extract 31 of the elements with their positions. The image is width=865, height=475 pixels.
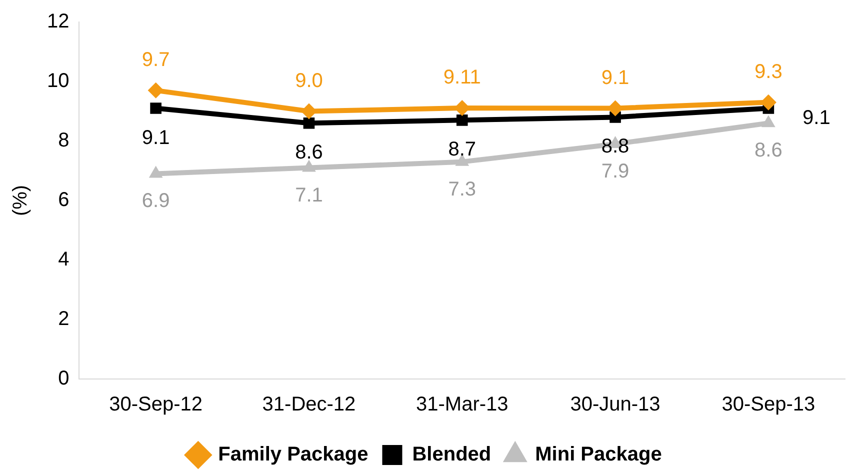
data-label: 7.1 (295, 184, 323, 206)
y-tick-label: 12 (46, 10, 70, 33)
data-label: 8.7 (448, 138, 476, 161)
data-label: 9.1 (142, 126, 170, 149)
data-label: 9.3 (754, 60, 782, 83)
legend-label: Blended (412, 444, 492, 466)
legend-label: Family Package (218, 444, 368, 466)
data-label: 9.1 (601, 66, 630, 89)
data-label: 9.11 (443, 66, 481, 88)
y-tick-label: 4 (58, 248, 70, 271)
data-label: 6.9 (142, 190, 170, 212)
y-tick-label: 2 (58, 308, 70, 330)
x-tick-label: 30-Sep-13 (722, 394, 816, 416)
y-tick-label: 6 (58, 189, 70, 212)
y-tick-label: 10 (46, 70, 70, 92)
x-tick-label: 31-Dec-12 (262, 394, 356, 416)
y-tick-label: 8 (58, 130, 70, 152)
data-label: 8.6 (295, 142, 323, 164)
data-label: 8.8 (601, 136, 630, 158)
data-label: 7.3 (448, 178, 476, 200)
data-label: 9.0 (295, 70, 323, 92)
data-label: 9.1 (802, 106, 830, 129)
x-tick-label: 30-Jun-13 (570, 394, 660, 416)
y-tick-label: 0 (58, 368, 70, 390)
x-tick-label: 31-Mar-13 (416, 394, 508, 416)
data-label: 7.9 (601, 160, 630, 182)
data-label: 8.6 (754, 140, 782, 162)
x-tick-label: 30-Sep-12 (109, 394, 203, 416)
y-axis-title: (%) (10, 184, 32, 216)
legend-label: Mini Package (535, 444, 662, 466)
data-label: 9.7 (142, 48, 170, 71)
